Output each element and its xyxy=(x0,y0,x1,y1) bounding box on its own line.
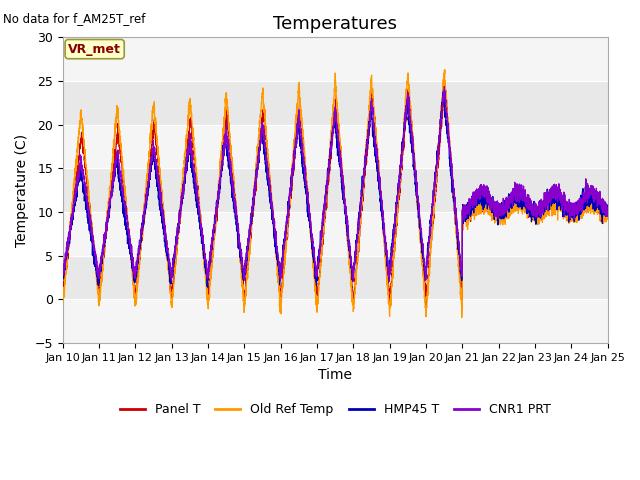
Bar xyxy=(63,125,607,168)
Bar xyxy=(63,212,607,256)
Y-axis label: Temperature (C): Temperature (C) xyxy=(15,133,29,247)
X-axis label: Time: Time xyxy=(318,368,352,382)
Bar xyxy=(63,81,607,125)
Legend: Panel T, Old Ref Temp, HMP45 T, CNR1 PRT: Panel T, Old Ref Temp, HMP45 T, CNR1 PRT xyxy=(115,398,556,421)
Title: Temperatures: Temperatures xyxy=(273,15,397,33)
Bar xyxy=(63,256,607,300)
Text: VR_met: VR_met xyxy=(68,43,121,56)
Bar xyxy=(63,168,607,212)
Bar xyxy=(63,37,607,81)
Text: No data for f_AM25T_ref: No data for f_AM25T_ref xyxy=(3,12,145,25)
Bar xyxy=(63,300,607,343)
